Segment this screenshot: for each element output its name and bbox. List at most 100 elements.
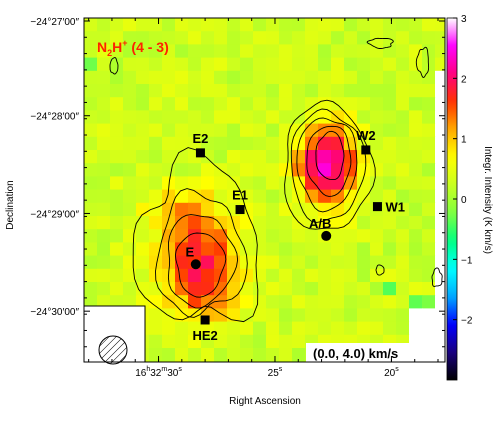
map-cell xyxy=(188,44,202,59)
map-cell xyxy=(162,334,176,349)
map-cell xyxy=(279,97,293,111)
map-cell xyxy=(279,18,293,32)
map-cell xyxy=(396,150,410,164)
map-cell xyxy=(162,123,176,138)
map-cell xyxy=(201,255,215,270)
map-cell xyxy=(123,18,137,32)
map-cell xyxy=(266,97,280,111)
map-cell xyxy=(344,97,358,111)
map-cell xyxy=(201,334,215,349)
map-cell xyxy=(370,242,384,257)
map-cell xyxy=(136,229,150,243)
map-cell xyxy=(110,282,124,296)
map-cell xyxy=(84,97,98,111)
x-tick-label: 20s xyxy=(384,366,399,379)
map-cell xyxy=(123,268,137,283)
map-cell xyxy=(136,189,150,204)
map-cell xyxy=(344,242,358,257)
map-cell xyxy=(201,216,215,230)
map-cell xyxy=(84,202,98,217)
map-cell xyxy=(292,361,306,362)
map-cell xyxy=(175,18,189,32)
map-cell xyxy=(162,163,176,177)
map-cell xyxy=(305,295,319,309)
map-cell xyxy=(240,150,254,164)
x-tick-label: 25s xyxy=(268,366,283,379)
contour-line xyxy=(366,37,394,49)
map-cell xyxy=(162,110,176,125)
map-cell xyxy=(305,150,319,164)
map-cell xyxy=(188,282,202,296)
map-cell xyxy=(435,18,445,32)
map-cell xyxy=(383,321,397,336)
map-cell xyxy=(175,176,189,191)
map-cell xyxy=(357,282,371,296)
map-cell xyxy=(188,229,202,243)
map-cell xyxy=(188,163,202,177)
map-cell xyxy=(188,361,202,362)
source-markers: E2 W2 E1 W1 A/B E HE2 xyxy=(185,128,405,343)
map-cell xyxy=(149,150,163,164)
map-cell xyxy=(201,189,215,204)
map-cell xyxy=(110,31,124,45)
map-cell xyxy=(357,216,371,230)
map-cell xyxy=(149,44,163,59)
map-cell xyxy=(188,70,202,85)
map-cell xyxy=(409,31,423,45)
map-cell xyxy=(292,255,306,270)
map-cell xyxy=(266,229,280,243)
map-cell xyxy=(84,176,98,191)
map-cell xyxy=(240,70,254,85)
map-cell xyxy=(227,97,241,111)
map-cell xyxy=(292,57,306,72)
map-cell xyxy=(188,334,202,349)
map-cell xyxy=(149,110,163,125)
map-cell xyxy=(149,282,163,296)
map-cell xyxy=(396,84,410,98)
map-cell xyxy=(279,255,293,270)
map-cell xyxy=(279,348,293,362)
map-cell xyxy=(409,282,423,296)
map-cell xyxy=(123,163,137,177)
map-cell xyxy=(279,110,293,125)
map-cell xyxy=(175,202,189,217)
map-cell xyxy=(253,44,267,59)
map-cell xyxy=(279,57,293,72)
map-cell xyxy=(149,189,163,204)
map-cell xyxy=(357,123,371,138)
map-cell xyxy=(409,176,423,191)
map-cell xyxy=(123,189,137,204)
map-cell xyxy=(331,44,345,59)
map-cell xyxy=(331,282,345,296)
map-cell xyxy=(136,136,150,151)
map-cell xyxy=(253,176,267,191)
contour-lines xyxy=(109,37,443,323)
map-cell xyxy=(162,202,176,217)
map-cell xyxy=(383,150,397,164)
map-cell xyxy=(409,361,423,362)
map-cell xyxy=(370,189,384,204)
map-cell xyxy=(370,308,384,323)
map-cell xyxy=(149,31,163,45)
map-cell xyxy=(240,334,254,349)
map-cell xyxy=(357,44,371,59)
map-cell xyxy=(253,136,267,151)
map-cell xyxy=(305,97,319,111)
map-cell xyxy=(305,57,319,72)
map-cell xyxy=(318,163,332,177)
map-cell xyxy=(279,123,293,138)
map-cell xyxy=(331,18,345,32)
map-cell xyxy=(422,295,436,309)
map-cell xyxy=(162,282,176,296)
map-cell xyxy=(422,136,436,151)
map-cell xyxy=(370,268,384,283)
map-cell xyxy=(162,216,176,230)
map-cell xyxy=(201,282,215,296)
map-cell xyxy=(136,150,150,164)
y-tick-label: −24°27′00″ xyxy=(30,17,79,28)
map-cell xyxy=(201,242,215,257)
colorbar-label: Integr. Intensity (K km/s) xyxy=(482,146,493,254)
map-cell xyxy=(292,18,306,32)
map-cell xyxy=(266,70,280,85)
